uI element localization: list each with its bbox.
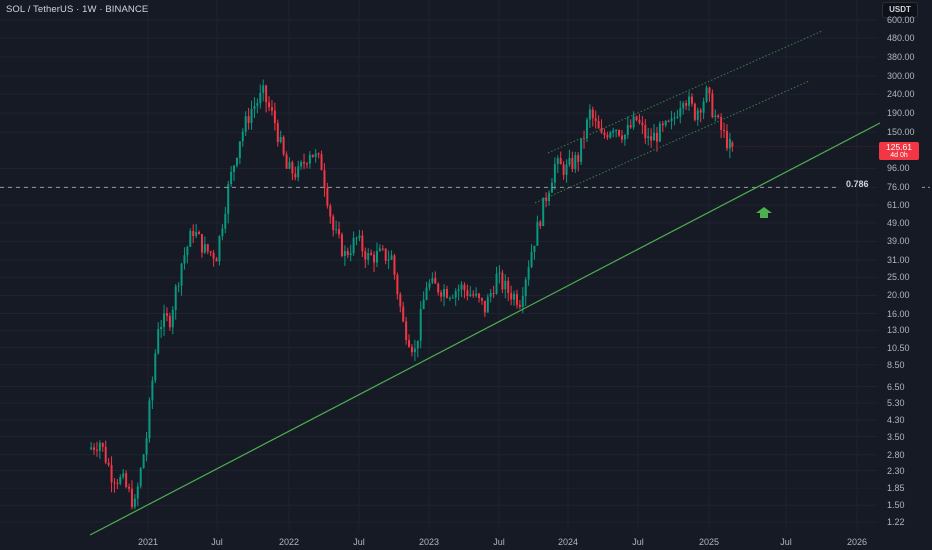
price-tick-label: 49.00 xyxy=(887,217,910,228)
price-tick-label: 6.50 xyxy=(887,381,905,392)
price-tick-label: 31.00 xyxy=(887,254,910,265)
time-tick-label: Jul xyxy=(632,537,644,547)
price-tick-label: 480.00 xyxy=(887,33,915,44)
current-price-tag: 125.61 4d 0h xyxy=(879,142,919,160)
price-tick-label: 39.00 xyxy=(887,236,910,247)
support-trendline[interactable] xyxy=(89,122,881,536)
price-tick-label: 16.00 xyxy=(887,308,910,319)
price-tick-label: 1.85 xyxy=(887,483,905,494)
price-tick-label: 150.00 xyxy=(887,127,915,138)
price-tick-label: 4.30 xyxy=(887,414,905,425)
time-tick-label: 2024 xyxy=(557,537,579,547)
candles xyxy=(90,79,734,510)
time-tick-label: 2021 xyxy=(137,537,159,547)
price-tick-label: 5.30 xyxy=(887,398,905,409)
time-tick-label: 2025 xyxy=(698,537,720,547)
price-tick-label: 13.00 xyxy=(887,325,910,336)
time-tick-label: 2022 xyxy=(278,537,300,547)
current-price-value: 125.61 xyxy=(886,142,912,152)
time-tick-label: 2023 xyxy=(418,537,440,547)
price-tick-label: 20.00 xyxy=(887,290,910,301)
grid-lines xyxy=(0,0,878,530)
up-arrow-icon xyxy=(756,207,772,218)
price-tick-label: 25.00 xyxy=(887,272,910,283)
time-tick-label: 2026 xyxy=(846,537,868,547)
price-tick-label: 2.80 xyxy=(887,449,905,460)
currency-button[interactable]: USDT xyxy=(882,2,918,18)
price-tick-label: 2.30 xyxy=(887,465,905,476)
price-tick-label: 190.00 xyxy=(887,108,915,119)
price-tick-label: 1.50 xyxy=(887,500,905,511)
price-tick-label: 240.00 xyxy=(887,89,915,100)
time-tick-label: Jul xyxy=(780,537,792,547)
price-tick-label: 8.50 xyxy=(887,359,905,370)
chart-title: SOL / TetherUS · 1W · BINANCE xyxy=(6,4,149,15)
price-tick-label: 600.00 xyxy=(887,15,915,25)
price-tick-label: 300.00 xyxy=(887,71,915,82)
time-tick-label: Jul xyxy=(211,537,223,547)
price-tick-label: 10.50 xyxy=(887,342,910,353)
price-tick-label: 76.00 xyxy=(887,182,910,193)
price-tick-label: 61.00 xyxy=(887,200,910,211)
price-tick-label: 380.00 xyxy=(887,51,915,62)
price-tick-label: 3.50 xyxy=(887,431,905,442)
time-tick-label: Jul xyxy=(353,537,365,547)
time-tick-label: Jul xyxy=(493,537,505,547)
channel-lower-line[interactable] xyxy=(534,80,810,204)
price-tick-label: 1.22 xyxy=(887,517,905,528)
price-tick-label: 96.00 xyxy=(887,163,910,174)
bar-countdown: 4d 0h xyxy=(890,152,908,159)
channel-upper-line[interactable] xyxy=(547,30,823,154)
drawings[interactable] xyxy=(0,30,930,536)
fib-level-label: 0.786 xyxy=(846,179,869,189)
